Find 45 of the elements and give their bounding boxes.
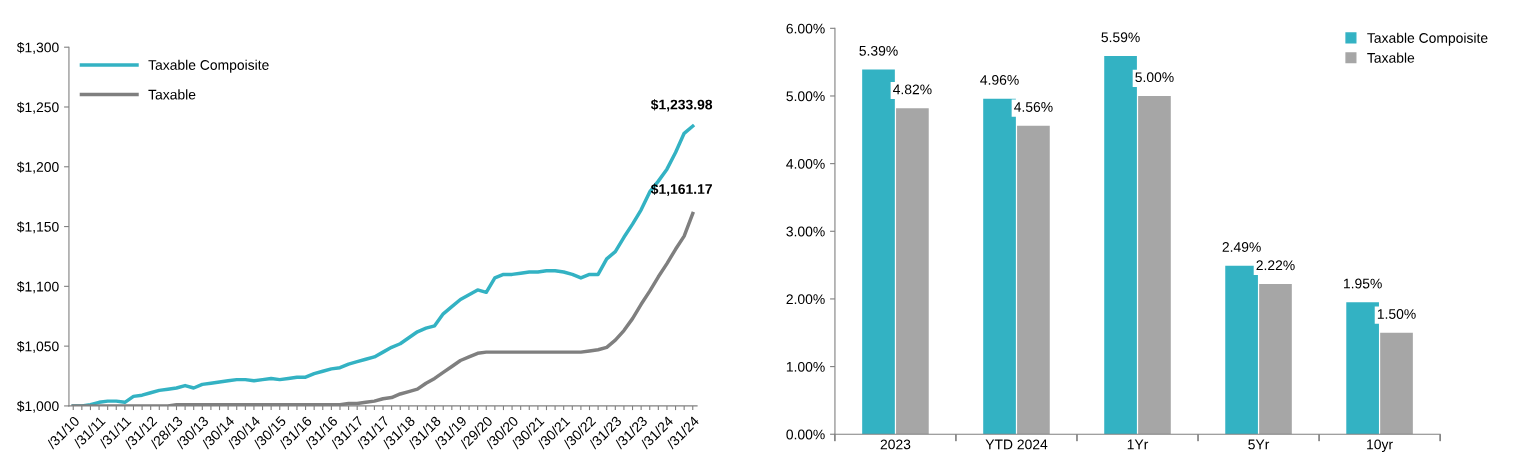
y-tick-label: $1,150 <box>16 221 59 234</box>
data-label: 4.82% <box>893 84 932 95</box>
bar <box>1259 284 1292 435</box>
y-tick-label: $1,000 <box>16 400 59 413</box>
y-tick-label: $1,250 <box>16 101 59 114</box>
legend-label: Taxable <box>1367 52 1415 63</box>
data-label: 5.00% <box>1135 72 1174 83</box>
bar <box>1138 95 1171 435</box>
y-tick-label: 2.00% <box>786 294 825 305</box>
data-label: 5.59% <box>1101 32 1140 43</box>
y-tick-label: $1,050 <box>16 340 59 353</box>
y-tick-label: $1,300 <box>16 41 59 55</box>
y-tick-label: 1.00% <box>786 361 825 372</box>
data-label: 5.39% <box>859 45 898 56</box>
x-tick-label: 10yr <box>1367 439 1393 453</box>
data-label: 2.49% <box>1222 242 1261 252</box>
x-tick-label: 5Yr <box>1248 439 1270 450</box>
bar <box>1346 302 1379 435</box>
y-tick-label: 5.00% <box>786 91 825 102</box>
y-tick-label: $1,100 <box>16 281 59 294</box>
bar <box>1017 125 1050 435</box>
x-tick-label: 2023 <box>880 439 911 450</box>
data-label: 4.96% <box>980 74 1019 85</box>
legend-label: Taxable Compoisite <box>148 59 269 73</box>
y-tick-label: 3.00% <box>786 226 825 237</box>
bar <box>896 108 929 435</box>
y-tick-label: $1,200 <box>16 161 59 174</box>
bar <box>1380 332 1413 435</box>
annotation: $1,161.17 <box>650 183 712 197</box>
y-tick-label: 4.00% <box>786 158 825 169</box>
y-tick-label: 6.00% <box>786 23 825 34</box>
legend-label: Taxable <box>148 89 196 100</box>
x-tick-label: 1Yr <box>1127 439 1149 450</box>
data-label: 4.56% <box>1014 102 1053 112</box>
x-tick-label: YTD 2024 <box>985 439 1048 450</box>
bar <box>862 69 895 435</box>
y-tick-label: 0.00% <box>786 429 825 440</box>
bar <box>983 98 1016 435</box>
annotation: $1,233.98 <box>650 99 713 112</box>
data-label: 1.50% <box>1377 309 1416 319</box>
data-label: 2.22% <box>1256 260 1295 271</box>
legend-label: Taxable Compoisite <box>1367 32 1488 46</box>
bar <box>1104 56 1137 435</box>
bar <box>1225 265 1258 435</box>
data-label: 1.95% <box>1343 278 1382 289</box>
